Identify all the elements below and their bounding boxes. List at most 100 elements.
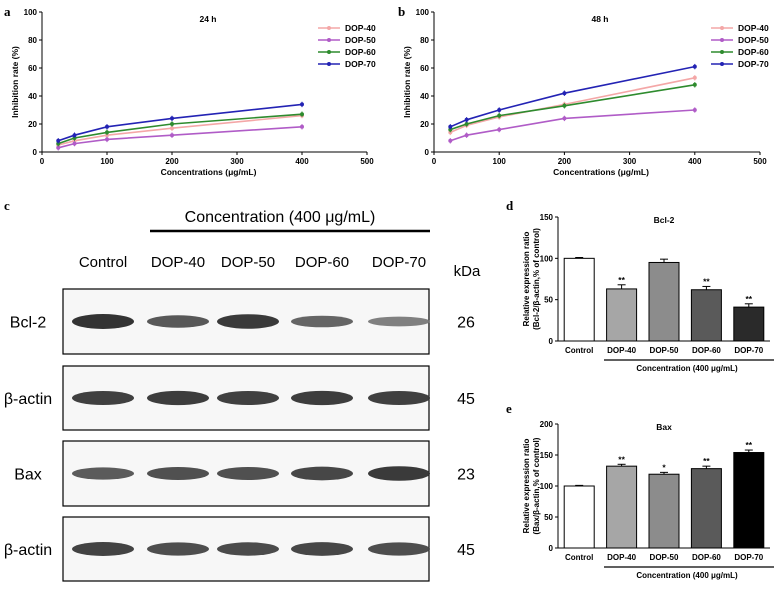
legend-marker — [720, 62, 724, 66]
data-point-DOP-60 — [72, 136, 77, 140]
significance-marker: ** — [745, 294, 752, 304]
significance-marker: * — [662, 462, 666, 472]
data-point-DOP-70 — [300, 102, 304, 107]
series-line-DOP-50 — [450, 109, 695, 142]
data-point-DOP-50 — [497, 127, 502, 132]
legend-entry: DOP-50 — [345, 35, 376, 45]
y-tick-label: 0 — [425, 148, 430, 157]
y-tick-label: 50 — [544, 296, 553, 305]
data-point-DOP-70 — [72, 133, 77, 138]
protein-band — [368, 390, 430, 406]
bar-chart-bcl2: 0 50 100 150 Bcl-2 Relative expression ratio(… — [522, 213, 774, 373]
data-point-DOP-50 — [300, 124, 304, 129]
category-label: Control — [565, 346, 593, 355]
kda-value: 45 — [457, 391, 475, 408]
protein-band — [368, 542, 430, 556]
protein-band — [291, 542, 353, 556]
data-point-DOP-60 — [170, 122, 174, 126]
row-label: Bcl-2 — [10, 315, 47, 332]
y-tick-label: 60 — [28, 64, 37, 73]
x-tick-label: 200 — [558, 157, 572, 166]
x-axis-label: Concentrations (μg/mL) — [161, 167, 257, 177]
kda-header: kDa — [454, 263, 481, 280]
y-tick-label: 150 — [540, 451, 554, 460]
data-point-DOP-60 — [464, 122, 469, 126]
legend-entry: DOP-40 — [345, 23, 376, 33]
data-point-DOP-60 — [448, 127, 453, 132]
concentration-header: Concentration (400 μg/mL) — [185, 209, 376, 226]
bar-DOP-60 — [690, 468, 722, 549]
data-point-DOP-70 — [464, 117, 469, 122]
lane-label: DOP-40 — [151, 254, 205, 271]
legend-marker — [327, 62, 331, 66]
protein-band — [217, 314, 279, 329]
kda-value: 23 — [457, 467, 475, 484]
significance-marker: ** — [703, 456, 710, 466]
data-point-DOP-60 — [56, 141, 61, 146]
y-tick-label: 50 — [544, 513, 553, 522]
x-axis-label: Concentrations (μg/mL) — [553, 167, 649, 177]
protein-band — [72, 390, 134, 406]
row-label: β-actin — [4, 391, 52, 408]
data-point-DOP-50 — [170, 133, 174, 138]
y-tick-label: 80 — [420, 36, 429, 45]
group-label: Concentration (400 μg/mL) — [636, 571, 738, 580]
legend-marker — [327, 38, 331, 42]
data-point-DOP-50 — [464, 133, 469, 138]
y-axis-label: Inhibition rate (%) — [10, 46, 20, 118]
chart-title: Bcl-2 — [654, 215, 675, 225]
x-tick-label: 500 — [753, 157, 767, 166]
data-point-DOP-60 — [562, 103, 567, 108]
bar-Control — [563, 257, 595, 342]
chart-title: Bax — [656, 422, 672, 432]
y-tick-label: 100 — [540, 254, 554, 263]
y-tick-label: 0 — [549, 337, 554, 346]
y-tick-label: 60 — [420, 64, 429, 73]
y-axis-label: Relative expression ratio — [522, 439, 531, 534]
protein-band — [217, 390, 279, 406]
protein-band — [72, 314, 134, 329]
x-tick-label: 0 — [432, 157, 437, 166]
y-tick-label: 0 — [549, 544, 554, 553]
y-axis-label: (Bax/β-actin,% of control) — [532, 437, 541, 534]
lane-label: Control — [79, 254, 127, 271]
x-tick-label: 500 — [360, 157, 374, 166]
category-label: DOP-50 — [650, 346, 679, 355]
legend-entry: DOP-70 — [345, 59, 376, 69]
bar-DOP-50 — [648, 473, 680, 549]
data-point-DOP-40 — [72, 138, 77, 143]
y-axis-label: Inhibition rate (%) — [402, 46, 412, 118]
lane-label: DOP-60 — [295, 254, 349, 271]
protein-band — [291, 390, 353, 406]
lane-label: DOP-70 — [372, 254, 426, 271]
legend-entry: DOP-50 — [738, 35, 769, 45]
bar-DOP-40 — [606, 465, 638, 549]
data-point-DOP-40 — [448, 130, 453, 135]
data-point-DOP-70 — [562, 91, 567, 96]
bar-DOP-70 — [733, 306, 765, 342]
row-label: β-actin — [4, 542, 52, 559]
data-point-DOP-50 — [105, 137, 109, 142]
protein-band — [368, 466, 430, 481]
x-tick-label: 0 — [40, 157, 45, 166]
data-point-DOP-50 — [448, 138, 453, 143]
significance-marker: ** — [618, 454, 625, 464]
data-point-DOP-70 — [105, 124, 109, 129]
y-tick-label: 20 — [420, 120, 429, 129]
x-tick-label: 200 — [165, 157, 179, 166]
bar-DOP-40 — [606, 288, 638, 342]
y-tick-label: 100 — [540, 482, 554, 491]
category-label: DOP-60 — [692, 553, 721, 562]
legend-marker — [720, 26, 724, 30]
protein-band — [147, 315, 209, 328]
kda-value: 26 — [457, 315, 475, 332]
lane-label: DOP-50 — [221, 254, 275, 271]
legend-marker — [720, 50, 724, 54]
protein-band — [217, 542, 279, 556]
legend-marker — [720, 38, 724, 42]
chart-title: 24 h — [199, 14, 216, 24]
chart-title: 48 h — [591, 14, 608, 24]
bar-DOP-50 — [648, 261, 680, 342]
line-chart-48h: 0 20 40 60 80 100 0 100 200 300 400 500 Concentratio… — [402, 8, 769, 177]
y-tick-label: 40 — [28, 92, 37, 101]
